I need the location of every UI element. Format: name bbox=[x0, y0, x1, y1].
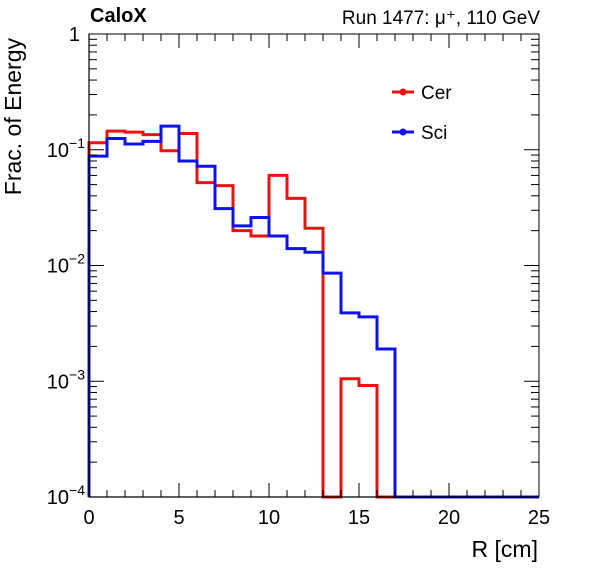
plot-frame bbox=[88, 33, 540, 498]
plot-area bbox=[88, 33, 540, 498]
y-tick-label: 10−4 bbox=[47, 482, 85, 509]
y-tick-label: 1 bbox=[69, 24, 80, 46]
x-tick-label: 10 bbox=[258, 507, 280, 529]
x-tick-label: 5 bbox=[173, 507, 184, 529]
legend: Cer Sci bbox=[392, 83, 452, 144]
y-tick-label: 10−3 bbox=[47, 366, 85, 393]
legend-sci-label: Sci bbox=[421, 123, 447, 144]
legend-cer-label: Cer bbox=[421, 83, 452, 104]
x-tick-label: 15 bbox=[348, 507, 370, 529]
y-tick-label: 10−1 bbox=[47, 135, 85, 162]
x-tick-label: 20 bbox=[438, 507, 460, 529]
experiment-label: CaloX bbox=[90, 5, 147, 27]
x-axis-label: R [cm] bbox=[472, 536, 538, 562]
legend-sci-marker bbox=[399, 128, 407, 136]
x-tick-label: 0 bbox=[83, 507, 94, 529]
run-info-label: Run 1477: μ⁺, 110 GeV bbox=[341, 8, 540, 29]
axes-layer: 0 5 10 15 20 25 10−4 10−3 10−2 10−1 1 bbox=[47, 24, 550, 529]
x-tick-label: 25 bbox=[528, 507, 550, 529]
legend-cer-marker bbox=[399, 88, 407, 96]
y-tick-label: 10−2 bbox=[47, 251, 85, 278]
y-axis-label: Frac. of Energy bbox=[0, 38, 26, 196]
